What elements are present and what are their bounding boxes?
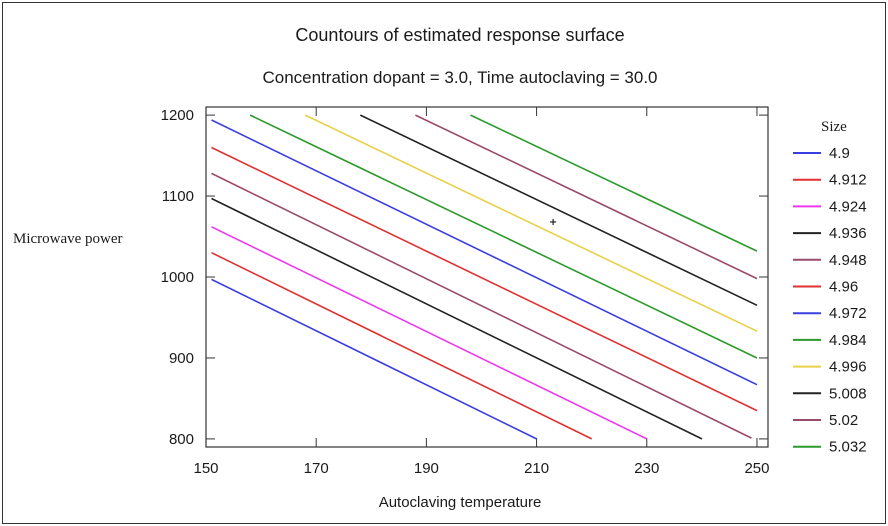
y-tick-label: 800 xyxy=(169,431,194,448)
contour-lines xyxy=(211,114,758,440)
legend-label: 4.984 xyxy=(829,332,867,349)
legend-label: 4.996 xyxy=(829,359,867,376)
x-tick-label: 170 xyxy=(304,460,329,477)
y-tick-label: 1100 xyxy=(162,188,194,205)
contour-line-4.936 xyxy=(211,197,703,440)
contour-line-4.9 xyxy=(211,278,537,440)
legend-label: 4.912 xyxy=(829,172,867,189)
x-axis-ticks: 150 170 190 210 230 250 xyxy=(193,107,769,477)
contour-chart: Countours of estimated response surface … xyxy=(13,25,867,511)
legend-label: 5.02 xyxy=(829,412,858,429)
chart-title: Countours of estimated response surface xyxy=(295,25,624,45)
legend-label: 4.936 xyxy=(829,225,867,242)
contour-line-4.972 xyxy=(211,119,758,386)
x-tick-label: 250 xyxy=(744,460,769,477)
y-axis-ticks: 800 900 1000 1100 1200 xyxy=(161,107,768,448)
y-axis-label: Microwave power xyxy=(13,231,123,247)
contour-line-5.02 xyxy=(415,114,758,280)
contour-line-4.984 xyxy=(249,114,758,359)
contour-line-5.008 xyxy=(359,114,758,307)
legend-label: 4.948 xyxy=(829,252,867,269)
x-tick-label: 230 xyxy=(634,460,659,477)
legend-label: 4.924 xyxy=(829,198,867,215)
legend-label: 4.96 xyxy=(829,279,858,296)
legend: 4.9 4.912 4.924 4.936 4.948 4.96 4.972 4.984 4.9… xyxy=(793,145,867,456)
x-axis-label: Autoclaving temperature xyxy=(379,494,542,511)
legend-label: 4.972 xyxy=(829,305,867,322)
contour-line-4.912 xyxy=(211,251,593,440)
x-tick-label: 150 xyxy=(193,460,218,477)
chart-subtitle: Concentration dopant = 3.0, Time autocla… xyxy=(262,68,657,87)
legend-label: 4.9 xyxy=(829,145,850,162)
contour-line-4.96 xyxy=(211,146,758,412)
contour-line-4.948 xyxy=(211,172,752,439)
legend-label: 5.032 xyxy=(829,439,867,456)
optimum-marker xyxy=(550,218,557,225)
y-tick-label: 900 xyxy=(169,350,194,367)
y-tick-label: 1000 xyxy=(161,269,194,286)
legend-title: Size xyxy=(821,119,847,135)
legend-label: 5.008 xyxy=(829,385,867,402)
y-tick-label: 1200 xyxy=(161,107,194,124)
x-tick-label: 210 xyxy=(524,460,549,477)
contour-line-4.924 xyxy=(211,226,648,440)
contour-line-5.032 xyxy=(470,114,758,252)
contour-line-4.996 xyxy=(304,114,758,332)
x-tick-label: 190 xyxy=(414,460,439,477)
